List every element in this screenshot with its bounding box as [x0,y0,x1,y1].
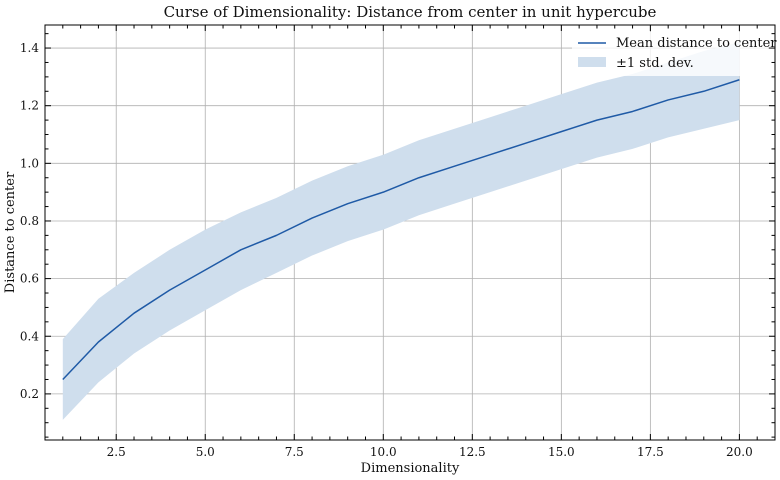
x-tick-label-3: 10.0 [370,445,397,459]
axis-ticks [45,25,775,440]
y-tick-label-4: 1.0 [20,156,39,170]
y-tick-label-2: 0.6 [20,272,39,286]
std-band-layer [62,42,740,420]
legend: Mean distance to center ±1 std. dev. [572,32,777,76]
x-tick-label-1: 5.0 [196,445,215,459]
y-axis-label: Distance to center [3,171,18,293]
y-tick-label-0: 0.2 [20,387,39,401]
legend-label-mean: Mean distance to center [616,36,777,51]
plot-frame [44,24,776,441]
std-band-area [62,42,740,420]
x-tick-label-2: 7.5 [285,445,304,459]
legend-swatch-std-band [578,57,606,67]
legend-label-std: ±1 std. dev. [616,56,694,71]
legend-box [572,32,768,76]
x-tick-label-6: 17.5 [637,445,664,459]
y-tick-label-3: 0.8 [20,214,39,228]
y-tick-label-6: 1.4 [20,41,39,55]
tick-labels: 2.5 5.0 7.5 10.0 12.5 15.0 17.5 20.0 0.2 0.4 0.6 0.… [20,41,753,459]
x-tick-label-4: 12.5 [459,445,486,459]
y-tick-label-5: 1.2 [20,99,39,113]
x-tick-label-5: 15.0 [548,445,575,459]
mean-line-layer [62,79,740,380]
x-tick-label-0: 2.5 [107,445,126,459]
mean-distance-line [62,79,740,380]
y-tick-label-1: 0.4 [20,329,39,343]
x-axis-label: Dimensionality [361,461,460,476]
x-tick-label-7: 20.0 [726,445,753,459]
chart-title: Curse of Dimensionality: Distance from c… [164,3,657,21]
